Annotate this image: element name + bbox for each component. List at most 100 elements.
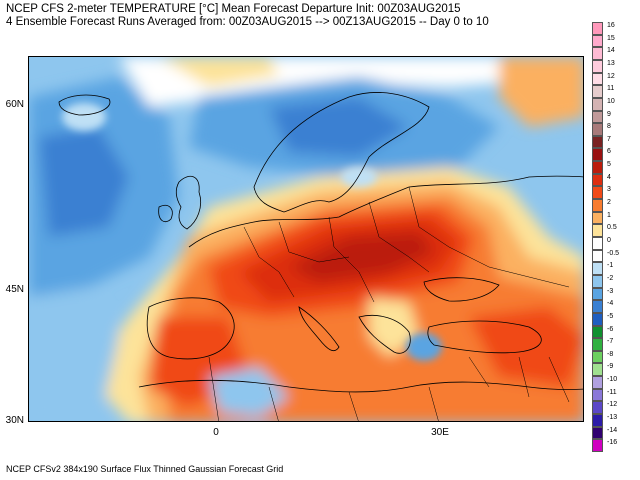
legend-label: 14 [607,47,615,55]
legend-label: 4 [607,173,611,181]
legend-entry: -13 [592,414,634,427]
border-line [448,246,570,288]
border-line [368,201,430,273]
legend-entry: 12 [592,72,634,86]
legend-swatch [592,224,603,237]
legend-label: -1 [607,262,614,270]
legend-swatch [592,325,603,339]
northeast-warm-anomaly [499,57,583,127]
legend-swatch [592,237,603,250]
legend-entry: 7 [592,135,634,149]
border-line [243,226,295,298]
scandinavia-outline [253,92,430,213]
north-warm-patch [159,57,279,87]
legend-label: 1 [607,211,611,219]
north-africa-coast [138,379,583,393]
legend-entry: 13 [592,59,634,73]
aegean-cool-spot [406,333,442,361]
small-features [62,103,442,361]
legend-entry: 3 [592,186,634,200]
north-africa-cool-patch [209,367,289,417]
legend-entry: 16 [592,22,634,35]
legend-label: -4 [607,300,614,308]
map-title-line-2: 4 Ensemble Forecast Runs Averaged from: … [6,16,489,28]
legend-label: -5 [607,312,614,320]
warm-anomaly-5 [289,232,434,282]
legend-label: -9 [607,363,614,371]
legend-swatch [592,338,603,351]
legend-label: 15 [607,34,615,42]
map-canvas [29,57,583,421]
baltic-cool-spot [341,167,377,187]
legend-label: -11 [607,388,617,396]
east-med-warm-anomaly [469,307,583,387]
legend-swatch [592,59,603,73]
border-line [328,216,375,303]
x-tick-0: 0 [213,427,219,438]
legend-swatch [592,274,603,288]
legend-swatch [592,72,603,86]
legend-label: -8 [607,350,614,358]
legend-entry: -7 [592,338,634,351]
italy-outline [298,306,340,352]
legend-swatch [592,300,603,313]
legend-entry: 1 [592,211,634,225]
legend-swatch [592,47,603,60]
legend-label: -0.5 [607,249,620,257]
color-scale-legend: 16 15 14 13 12 11 10 9 8 7 6 5 4 3 2 1 0.5 0 -0.5 -1 -2 -3 -4 -… [592,22,634,452]
legend-entry: -8 [592,350,634,364]
legend-label: 2 [607,199,611,207]
legend-entry: -11 [592,388,634,402]
legend-entry: 14 [592,47,634,60]
legend-label: -13 [607,414,618,422]
legend-label: 12 [607,72,615,80]
legend-entry: 11 [592,85,634,98]
legend-label: 6 [607,148,611,156]
legend-swatch [592,161,603,174]
legend-entry: 15 [592,34,634,48]
legend-swatch [592,414,603,427]
legend-entry: -9 [592,363,634,377]
scandinavia-strong-cool-anomaly [269,97,409,157]
legend-entry: 0 [592,237,634,250]
legend-swatch [592,439,603,452]
legend-entry: -6 [592,325,634,339]
legend-entry: -5 [592,312,634,326]
coastlines [58,92,583,393]
legend-entry: 5 [592,161,634,174]
legend-swatch [592,135,603,149]
border-line [468,356,570,403]
legend-swatch [592,97,603,111]
southwest-cool-patch [29,287,119,421]
turkey-outline [427,320,542,354]
legend-swatch [592,350,603,364]
legend-swatch [592,426,603,440]
legend-swatch [592,34,603,48]
iceland-outline [58,94,111,116]
legend-label: -10 [607,376,618,384]
legend-swatch [592,199,603,212]
legend-entry: -16 [592,439,634,452]
legend-entry: -10 [592,376,634,389]
legend-swatch [592,363,603,377]
y-tick-30n: 30N [5,415,24,426]
border-line [208,356,439,421]
anomaly-fields [29,57,583,421]
legend-label: -14 [607,426,618,434]
legend-swatch [592,401,603,415]
legend-label: 7 [607,135,611,143]
border-line [278,221,350,263]
legend-label: -3 [607,287,614,295]
legend-label: 9 [607,110,611,118]
legend-label: 13 [607,59,615,67]
legend-entry: 4 [592,173,634,187]
legend-label: 5 [607,161,611,169]
y-tick-60n: 60N [5,99,24,110]
legend-swatch [592,376,603,389]
legend-label: 8 [607,123,611,131]
legend-entry: 6 [592,148,634,162]
legend-swatch [592,287,603,301]
north-coast-line [188,175,583,248]
legend-label: -2 [607,274,614,282]
black-sea-outline [423,277,500,302]
